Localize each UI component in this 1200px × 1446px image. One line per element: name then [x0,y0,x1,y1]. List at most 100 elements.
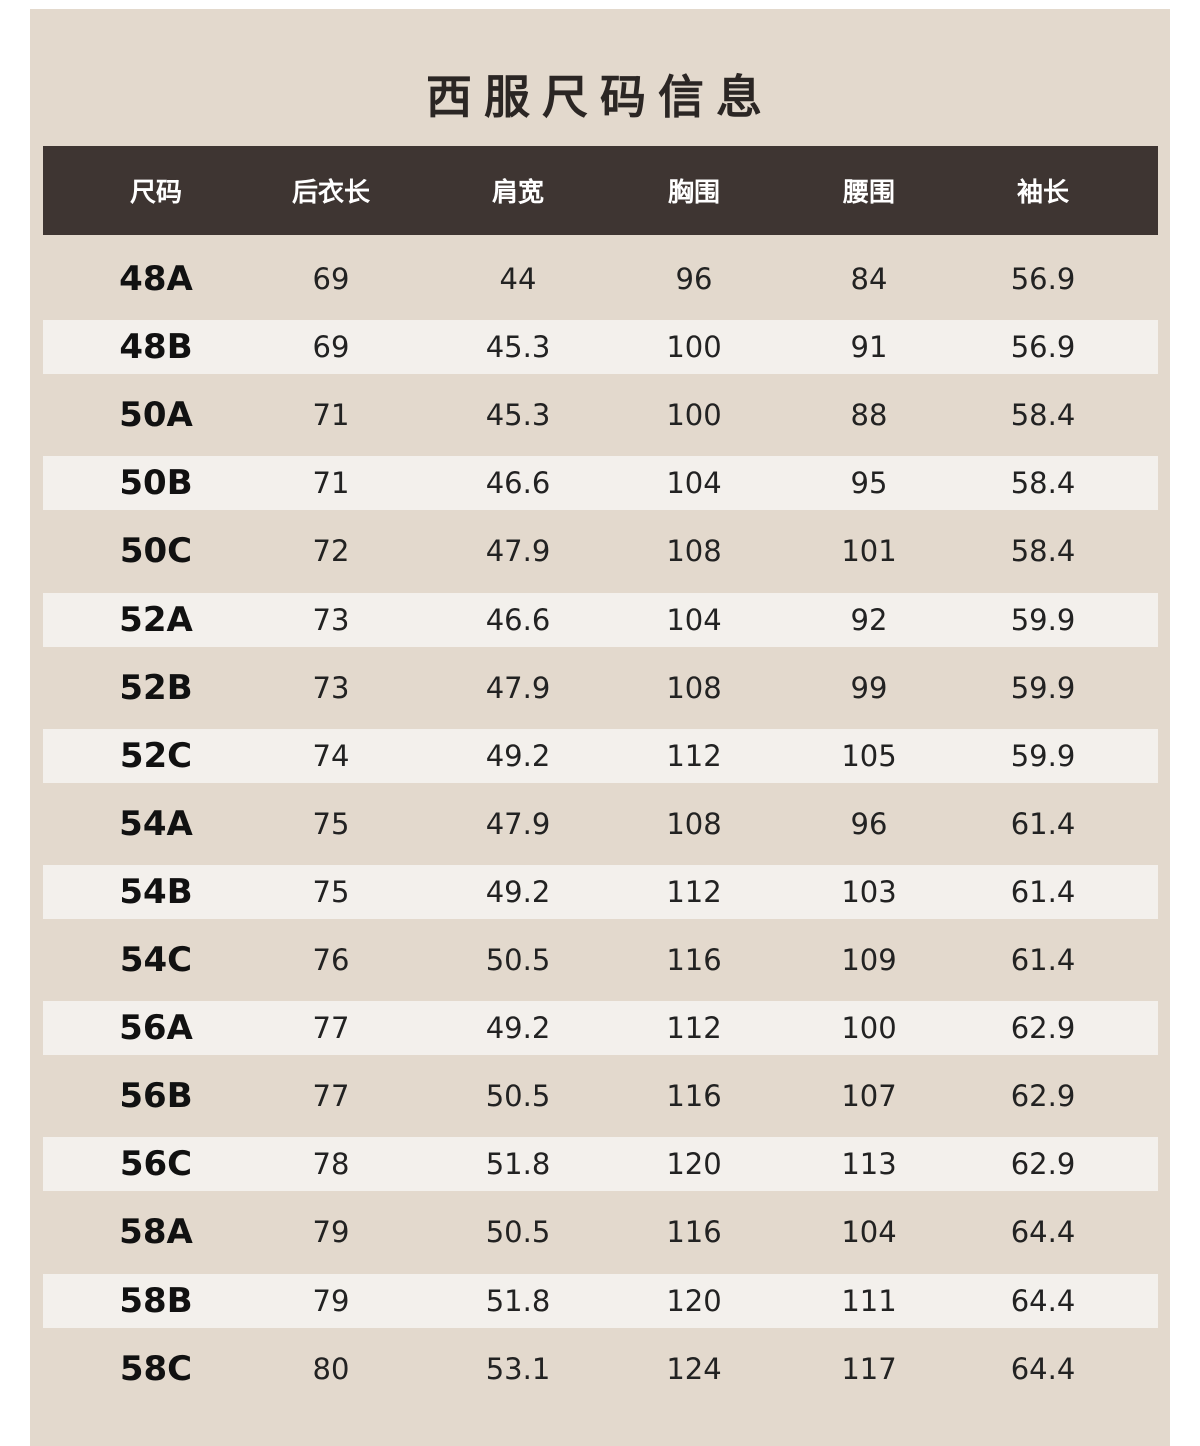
cell-sleeve: 62.9 [1010,1079,1076,1114]
cell-back-length: 79 [312,1215,350,1250]
table-row: 58C 80 53.1 124 117 64.4 [43,1335,1158,1403]
cell-back-length: 77 [312,1079,350,1114]
cell-shoulder: 49.2 [485,738,551,773]
cell-size: 52A [119,599,193,640]
cell-shoulder: 47.9 [485,806,551,841]
cell-sleeve: 62.9 [1010,1011,1076,1046]
column-header-chest: 胸围 [667,178,721,208]
cell-shoulder: 49.2 [485,1011,551,1046]
cell-chest: 104 [666,602,722,637]
cell-size: 58B [119,1280,193,1321]
cell-size: 52B [119,667,193,708]
cell-back-length: 74 [312,738,350,773]
cell-shoulder: 47.9 [485,670,551,705]
cell-waist: 101 [841,534,897,569]
cell-size: 58A [119,1212,193,1253]
cell-chest: 100 [666,330,722,365]
table-row: 56C 78 51.8 120 113 62.9 [43,1137,1158,1192]
page-title: 西服尺码信息 [426,70,774,124]
cell-waist: 113 [841,1147,897,1182]
cell-sleeve: 59.9 [1010,738,1076,773]
size-table: 尺码 后衣长 肩宽 胸围 腰围 袖长 48A 69 44 96 84 56.9 48B 69 4… [43,146,1158,1403]
cell-shoulder: 53.1 [485,1351,551,1386]
size-chart-panel: 西服尺码信息 尺码 后衣长 肩宽 胸围 腰围 袖长 48A 69 44 96 84 56.… [30,9,1170,1446]
cell-waist: 96 [850,806,888,841]
table-row: 52C 74 49.2 112 105 59.9 [43,728,1158,783]
cell-waist: 107 [841,1079,897,1114]
cell-size: 56A [119,1008,193,1049]
cell-chest: 108 [666,534,722,569]
cell-sleeve: 56.9 [1010,330,1076,365]
cell-shoulder: 45.3 [485,398,551,433]
cell-back-length: 73 [312,602,350,637]
cell-shoulder: 46.6 [485,602,551,637]
cell-waist: 88 [850,398,888,433]
column-header-back-length: 后衣长 [291,178,371,208]
cell-back-length: 77 [312,1011,350,1046]
cell-sleeve: 64.4 [1010,1215,1076,1250]
cell-size: 50C [119,531,193,572]
cell-back-length: 80 [312,1351,350,1386]
table-row: 56B 77 50.5 116 107 62.9 [43,1062,1158,1130]
cell-size: 58C [119,1348,193,1389]
cell-size: 54C [119,940,193,981]
table-row: 50A 71 45.3 100 88 58.4 [43,381,1158,449]
cell-waist: 105 [841,738,897,773]
cell-sleeve: 64.4 [1010,1351,1076,1386]
cell-waist: 91 [850,330,888,365]
cell-sleeve: 59.9 [1010,602,1076,637]
cell-chest: 116 [666,943,722,978]
cell-back-length: 78 [312,1147,350,1182]
cell-size: 56C [119,1144,193,1185]
table-row: 50B 71 46.6 104 95 58.4 [43,456,1158,511]
cell-chest: 116 [666,1079,722,1114]
cell-waist: 103 [841,874,897,909]
cell-shoulder: 47.9 [485,534,551,569]
cell-waist: 95 [850,466,888,501]
cell-waist: 99 [850,670,888,705]
cell-chest: 104 [666,466,722,501]
table-row: 54B 75 49.2 112 103 61.4 [43,864,1158,919]
cell-chest: 116 [666,1215,722,1250]
cell-shoulder: 50.5 [485,1079,551,1114]
cell-chest: 108 [666,670,722,705]
cell-shoulder: 50.5 [485,943,551,978]
cell-sleeve: 64.4 [1010,1283,1076,1318]
cell-size: 54A [119,803,193,844]
cell-shoulder: 45.3 [485,330,551,365]
cell-chest: 120 [666,1147,722,1182]
cell-waist: 109 [841,943,897,978]
cell-shoulder: 51.8 [485,1147,551,1182]
table-row: 48A 69 44 96 84 56.9 [43,245,1158,313]
cell-size: 54B [119,871,193,912]
cell-chest: 112 [666,1011,722,1046]
cell-sleeve: 58.4 [1010,398,1076,433]
cell-back-length: 72 [312,534,350,569]
cell-size: 48A [119,259,193,300]
table-row: 52B 73 47.9 108 99 59.9 [43,654,1158,722]
cell-chest: 96 [675,262,713,297]
cell-size: 50B [119,463,193,504]
cell-back-length: 69 [312,262,350,297]
column-header-sleeve: 袖长 [1016,178,1070,208]
table-row: 50C 72 47.9 108 101 58.4 [43,517,1158,585]
cell-chest: 112 [666,738,722,773]
table-row: 58B 79 51.8 120 111 64.4 [43,1273,1158,1328]
cell-size: 52C [119,735,193,776]
cell-back-length: 75 [312,874,350,909]
table-header: 尺码 后衣长 肩宽 胸围 腰围 袖长 [43,146,1158,235]
table-row: 56A 77 49.2 112 100 62.9 [43,1001,1158,1056]
table-row: 54C 76 50.5 116 109 61.4 [43,926,1158,994]
table-row: 58A 79 50.5 116 104 64.4 [43,1198,1158,1266]
cell-sleeve: 62.9 [1010,1147,1076,1182]
cell-waist: 117 [841,1351,897,1386]
cell-shoulder: 46.6 [485,466,551,501]
cell-waist: 104 [841,1215,897,1250]
table-row: 48B 69 45.3 100 91 56.9 [43,320,1158,375]
cell-sleeve: 59.9 [1010,670,1076,705]
cell-waist: 100 [841,1011,897,1046]
cell-sleeve: 61.4 [1010,874,1076,909]
cell-sleeve: 56.9 [1010,262,1076,297]
column-header-size: 尺码 [129,178,183,208]
cell-waist: 111 [841,1283,897,1318]
